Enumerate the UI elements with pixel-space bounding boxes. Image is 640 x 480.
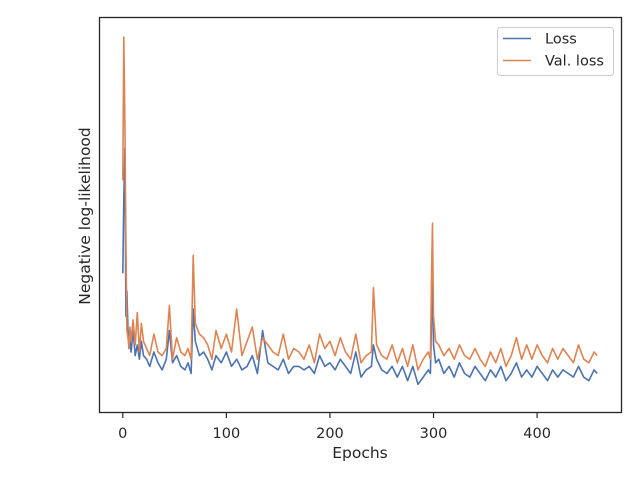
plot-area: [98, 16, 623, 414]
x-tick-label: 200: [316, 426, 344, 442]
legend-box: [497, 27, 614, 76]
x-axis-label: Epochs: [332, 444, 388, 462]
series-line-val-loss: [122, 36, 598, 371]
legend-label-val-loss: Val. loss: [545, 54, 604, 70]
x-tick-label: 0: [118, 426, 127, 442]
x-tick-label: 100: [213, 426, 241, 442]
series-layer: [122, 36, 598, 386]
legend-label-loss: Loss: [545, 32, 577, 48]
series-line-loss: [122, 147, 598, 386]
x-tick-label: 300: [420, 426, 448, 442]
x-ticks: 0 100 200 300 400: [118, 412, 551, 442]
legend: Loss Val. loss: [497, 27, 614, 76]
y-axis-label: Negative log-likelihood: [76, 127, 94, 305]
x-tick-label: 400: [523, 426, 551, 442]
